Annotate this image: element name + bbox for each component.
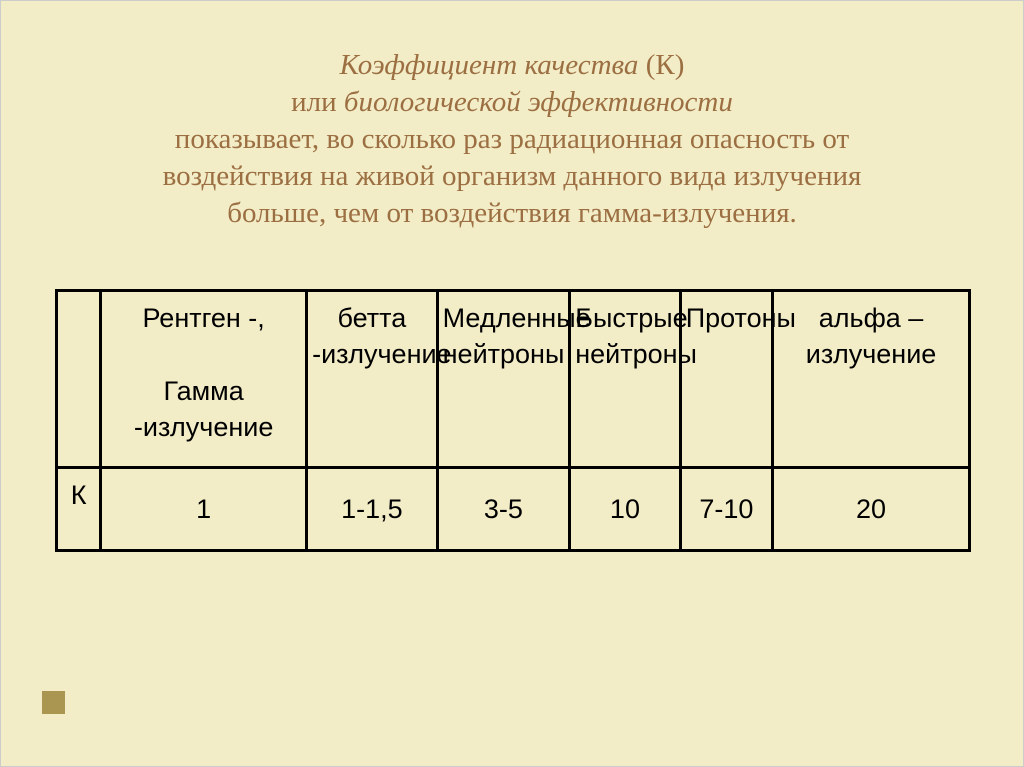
title-line1-plain: (К) bbox=[638, 49, 684, 81]
table-container: Рентген -, Гамма -излучение бетта -излуч… bbox=[55, 289, 971, 552]
title-line4: воздействия на живой организм данного ви… bbox=[163, 160, 862, 192]
value-fast-neutrons: 10 bbox=[570, 468, 680, 551]
header-blank bbox=[57, 291, 101, 468]
title-line5: больше, чем от воздействия гамма-излучен… bbox=[227, 197, 797, 229]
row-label-K: К bbox=[57, 468, 101, 551]
title-line1-italic: Коэффициент качества bbox=[340, 49, 639, 81]
header-beta: бетта -излучение bbox=[307, 291, 438, 468]
table-header-row: Рентген -, Гамма -излучение бетта -излуч… bbox=[57, 291, 970, 468]
value-alpha: 20 bbox=[773, 468, 970, 551]
header-fast-neutrons: Быстрые нейтроны bbox=[570, 291, 680, 468]
title-line2-italic: биологической эффективности bbox=[344, 86, 733, 118]
value-protons: 7-10 bbox=[680, 468, 772, 551]
header-xray-gamma-line2: Гамма -излучение bbox=[134, 376, 274, 442]
title-line2-prefix: или bbox=[291, 86, 344, 118]
header-alpha: альфа – излучение bbox=[773, 291, 970, 468]
corner-square-decoration bbox=[42, 691, 65, 714]
header-xray-gamma: Рентген -, Гамма -излучение bbox=[101, 291, 307, 468]
header-protons: Протоны bbox=[680, 291, 772, 468]
slide: Коэффициент качества (К) или биологическ… bbox=[0, 0, 1024, 767]
value-xray-gamma: 1 bbox=[101, 468, 307, 551]
value-beta: 1-1,5 bbox=[307, 468, 438, 551]
header-slow-neutrons: Медленные нейтроны bbox=[437, 291, 570, 468]
value-slow-neutrons: 3-5 bbox=[437, 468, 570, 551]
quality-coefficient-table: Рентген -, Гамма -излучение бетта -излуч… bbox=[55, 289, 971, 552]
title-line3: показывает, во сколько раз радиационная … bbox=[175, 123, 849, 155]
title-block: Коэффициент качества (К) или биологическ… bbox=[61, 47, 963, 233]
table-value-row: К 1 1-1,5 3-5 10 7-10 20 bbox=[57, 468, 970, 551]
header-xray-gamma-line1: Рентген -, bbox=[142, 303, 264, 333]
